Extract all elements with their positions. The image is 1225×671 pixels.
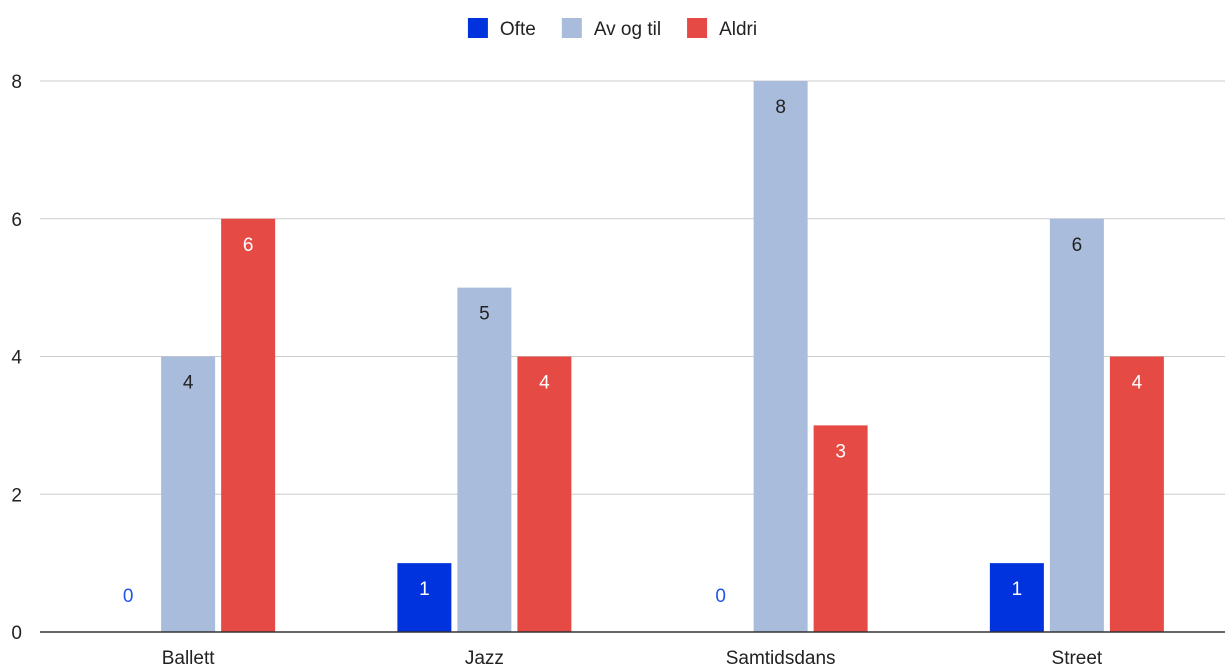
bar bbox=[517, 356, 572, 632]
data-label: 8 bbox=[775, 97, 786, 118]
bar bbox=[161, 356, 216, 632]
grid-lines bbox=[40, 80, 1225, 495]
data-label: 6 bbox=[1072, 235, 1083, 256]
legend: Ofte Av og til Aldri bbox=[467, 18, 757, 40]
x-axis: Ballett Jazz Samtidsdans Street bbox=[40, 631, 1225, 669]
bar bbox=[1049, 218, 1104, 632]
data-label: 3 bbox=[835, 441, 846, 462]
y-axis: 0 2 4 6 8 bbox=[11, 72, 22, 644]
y-tick-label: 2 bbox=[11, 485, 22, 506]
data-label: 1 bbox=[419, 579, 430, 600]
y-tick-label: 4 bbox=[11, 348, 22, 369]
x-tick-label: Street bbox=[1052, 648, 1103, 669]
bar bbox=[397, 563, 452, 632]
data-label: 6 bbox=[243, 235, 254, 256]
y-tick-label: 6 bbox=[11, 210, 22, 231]
bar bbox=[753, 81, 808, 632]
x-tick-label: Ballett bbox=[162, 648, 216, 669]
bar bbox=[813, 425, 868, 632]
y-tick-label: 0 bbox=[11, 623, 22, 644]
legend-entry: Ofte bbox=[500, 19, 536, 40]
data-label: 0 bbox=[715, 586, 726, 607]
data-labels: 0 4 6 1 5 4 0 8 3 1 6 4 bbox=[123, 97, 1143, 607]
x-tick-label: Jazz bbox=[465, 648, 504, 669]
data-label: 4 bbox=[183, 373, 194, 394]
legend-entry: Av og til bbox=[594, 19, 661, 40]
legend-swatch bbox=[687, 18, 708, 38]
bars bbox=[161, 81, 1164, 632]
data-label: 0 bbox=[123, 586, 134, 607]
legend-entry: Aldri bbox=[719, 19, 757, 40]
data-label: 1 bbox=[1012, 579, 1023, 600]
data-label: 4 bbox=[539, 373, 550, 394]
data-label: 5 bbox=[479, 304, 490, 325]
legend-swatch bbox=[561, 18, 582, 38]
legend-swatch bbox=[467, 18, 488, 38]
bar bbox=[989, 563, 1044, 632]
bar bbox=[1109, 356, 1164, 632]
bar bbox=[221, 218, 276, 632]
x-tick-label: Samtidsdans bbox=[726, 648, 836, 669]
y-tick-label: 8 bbox=[11, 72, 22, 93]
data-label: 4 bbox=[1132, 373, 1143, 394]
bar bbox=[457, 287, 512, 632]
